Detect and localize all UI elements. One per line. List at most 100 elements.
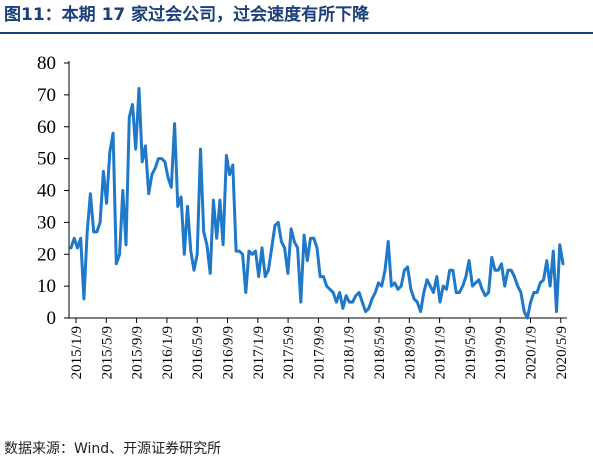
data-point: [306, 259, 309, 262]
data-point: [526, 316, 529, 320]
data-point: [506, 269, 510, 272]
data-point: [260, 246, 264, 250]
data-point: [186, 205, 189, 208]
data-point: [137, 87, 141, 90]
x-tick-label: 2017/5/9: [281, 326, 297, 379]
data-point: [477, 278, 480, 281]
data-point: [173, 122, 176, 125]
data-point: [351, 300, 354, 304]
data-point: [231, 163, 234, 167]
data-point: [102, 170, 105, 173]
data-point: [338, 291, 341, 294]
data-point: [377, 281, 380, 285]
data-point: [82, 297, 86, 301]
data-point: [558, 243, 561, 246]
data-point: [183, 253, 186, 256]
data-point: [141, 160, 144, 163]
data-point: [348, 300, 351, 304]
data-point: [221, 243, 225, 246]
data-point: [124, 243, 128, 246]
data-point: [361, 300, 364, 304]
x-tick-label: 2020/1/9: [524, 326, 540, 379]
data-point: [289, 227, 293, 230]
data-point: [374, 291, 377, 294]
data-point: [419, 310, 422, 313]
data-point: [205, 243, 209, 246]
data-point: [548, 284, 552, 288]
data-point: [98, 221, 102, 224]
data-point: [147, 192, 150, 195]
x-tick-label: 2020/5/9: [554, 326, 570, 379]
data-point: [344, 294, 348, 297]
y-tick-label: 0: [47, 308, 57, 329]
data-point: [364, 310, 367, 313]
data-point: [500, 262, 503, 265]
data-point: [357, 291, 361, 294]
data-point: [238, 249, 241, 253]
data-point: [519, 291, 523, 294]
data-point: [438, 300, 442, 304]
data-point: [487, 291, 490, 294]
x-tick-label: 2017/9/9: [311, 326, 327, 379]
data-point: [299, 300, 302, 304]
data-point: [202, 230, 205, 234]
data-point: [166, 176, 170, 179]
data-point: [163, 160, 167, 163]
x-tick-label: 2017/1/9: [251, 326, 267, 379]
x-tick-label: 2018/9/9: [402, 326, 418, 379]
data-point: [199, 147, 202, 151]
data-point: [92, 230, 95, 234]
data-point: [497, 269, 500, 272]
data-point: [516, 284, 519, 288]
y-tick-label: 50: [37, 149, 56, 170]
data-point: [86, 230, 89, 234]
data-point: [332, 291, 335, 294]
x-axis: 2015/1/9 2015/5/9 2015/9/9 2016/1/9 2016/5/9…: [69, 317, 570, 379]
data-point: [406, 265, 409, 269]
data-point: [264, 275, 267, 278]
data-point: [322, 275, 325, 278]
data-point: [69, 246, 73, 250]
data-point: [218, 198, 222, 202]
data-point: [225, 154, 228, 157]
y-tick-label: 20: [37, 244, 56, 265]
data-point: [539, 281, 542, 285]
data-point: [315, 246, 319, 250]
data-point: [267, 269, 270, 272]
data-point: [354, 294, 357, 297]
data-point: [179, 195, 183, 199]
data-point: [335, 300, 338, 304]
data-point: [121, 189, 125, 192]
data-point: [532, 291, 536, 294]
data-point: [425, 278, 429, 281]
data-point: [461, 284, 464, 288]
data-point: [341, 307, 345, 310]
x-tick-label: 2019/9/9: [493, 326, 509, 379]
data-point: [458, 291, 461, 294]
data-point: [435, 275, 438, 278]
data-point: [128, 116, 131, 119]
data-point: [286, 272, 290, 275]
data-point: [480, 288, 484, 291]
x-tick-label: 2019/1/9: [433, 326, 449, 379]
data-point: [309, 237, 312, 240]
data-point: [273, 224, 277, 227]
data-point: [542, 278, 545, 281]
y-tick-label: 40: [37, 181, 56, 202]
data-point: [118, 253, 121, 256]
data-point: [160, 157, 163, 160]
data-point: [416, 300, 419, 304]
series-line: [69, 87, 565, 320]
data-point: [280, 240, 283, 243]
data-point: [150, 173, 154, 176]
y-tick-label: 80: [37, 53, 56, 74]
data-point: [111, 131, 115, 135]
data-point: [555, 310, 558, 313]
data-point: [79, 237, 82, 240]
data-point: [409, 288, 413, 291]
data-point: [105, 202, 108, 205]
data-point: [370, 297, 374, 301]
data-point: [403, 269, 406, 272]
data-point: [561, 262, 565, 265]
data-point: [490, 256, 493, 259]
